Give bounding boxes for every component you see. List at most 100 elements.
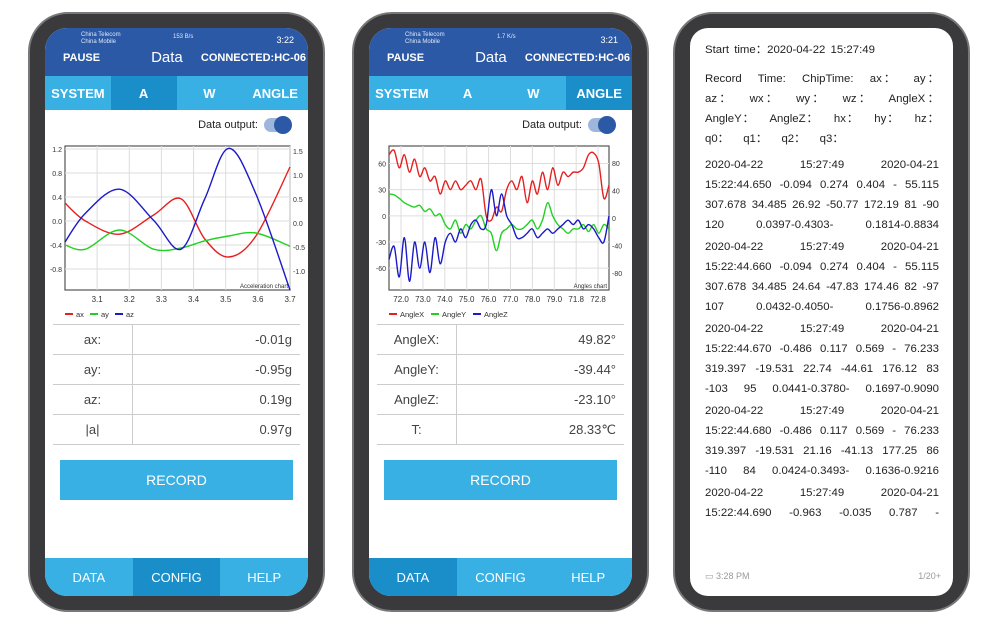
y-tick-label: 30: [378, 188, 386, 195]
bottom-nav: DATA CONFIG HELP: [369, 558, 632, 596]
plot-area: [64, 145, 291, 291]
chart-title: Acceleration chart: [240, 284, 288, 290]
nav-data[interactable]: DATA: [72, 569, 106, 585]
angles-chart: 72.0 73.0 74.0 75.0 76.0 77.0 78.0 79.0 71.8 72.8…: [376, 145, 622, 319]
connection-status[interactable]: CONNECTED:HC-06: [524, 51, 630, 64]
x-tick-label: 3.2: [124, 295, 136, 304]
nav-config[interactable]: CONFIG: [475, 569, 526, 585]
row-value: -39.44°: [573, 362, 616, 377]
nav-help[interactable]: HELP: [247, 569, 282, 585]
y2-tick-label: 40: [612, 189, 620, 196]
carrier: China Telecom: [405, 32, 445, 38]
table-row: AngleZ: -23.10°: [377, 385, 624, 415]
x-tick-label: 3.1: [92, 295, 104, 304]
legend-label: AngleY: [442, 310, 466, 319]
y-tick-label: -0.4: [50, 243, 62, 250]
x-tick-label: 77.0: [503, 295, 519, 304]
status-carriers: China Telecom China Mobile: [81, 32, 121, 46]
table-row: AngleX: 49.82°: [377, 325, 624, 355]
plot-area: [388, 145, 610, 291]
y2-tick-label: -1.0: [293, 269, 305, 276]
tab-system[interactable]: SYSTEM: [375, 85, 429, 101]
app-header: China Telecom China Mobile 1.7 K/s 3:21 P…: [369, 28, 632, 76]
data-output-toggle[interactable]: [264, 116, 292, 134]
carrier: China Telecom: [81, 32, 121, 38]
x-tick-label: 78.0: [525, 295, 541, 304]
log-entry: 2020-04-22 15:27:49 2020-04-21 15:22:44.…: [705, 405, 939, 477]
nav-data[interactable]: DATA: [369, 558, 457, 596]
legend-label: AngleX: [400, 310, 424, 319]
angle-table: AngleX: 49.82° AngleY: -39.44° AngleZ: -23.…: [377, 324, 624, 445]
data-output-toggle[interactable]: [588, 116, 616, 134]
y-tick-label: 0.4: [52, 195, 62, 202]
acceleration-chart: 3.1 3.2 3.3 3.4 3.5 3.6 3.7 1.2 0.8 0.4 0.0 -0.4 -0.…: [50, 145, 305, 319]
row-value: 0.19g: [259, 392, 292, 407]
tab-a[interactable]: A: [110, 76, 177, 110]
row-value: 49.82°: [578, 332, 616, 347]
carrier: China Mobile: [81, 39, 117, 45]
y2-tick-label: -80: [612, 271, 622, 278]
tab-w[interactable]: W: [527, 85, 540, 101]
row-label: AngleX:: [377, 325, 457, 354]
page-title: Data: [151, 49, 183, 66]
table-row: ay: -0.95g: [53, 355, 300, 385]
table-row: AngleY: -39.44°: [377, 355, 624, 385]
x-tick-label: 3.6: [252, 295, 264, 304]
row-value: -0.01g: [255, 332, 292, 347]
series-line-ax: [64, 166, 291, 258]
x-tick-label: 72.0: [393, 295, 409, 304]
x-tick-label: 76.0: [481, 295, 497, 304]
tab-a[interactable]: A: [462, 85, 473, 101]
net-speed: 153 B/s: [173, 34, 194, 40]
row-value: 0.97g: [259, 422, 292, 437]
legend-label: az: [126, 310, 134, 319]
y2-tick-label: -40: [612, 243, 622, 250]
y-tick-label: 0.8: [52, 171, 62, 178]
y2-tick-label: -0.5: [293, 245, 305, 252]
x-tick-label: 3.3: [156, 295, 168, 304]
log-footer: ▭ 3:28 PM 1/20+: [705, 571, 941, 582]
bottom-nav: DATA CONFIG HELP: [45, 558, 308, 596]
tab-system[interactable]: SYSTEM: [51, 85, 105, 101]
tab-angle[interactable]: ANGLE: [566, 76, 632, 110]
table-row: T: 28.33℃: [377, 415, 624, 445]
record-button[interactable]: RECORD: [60, 460, 293, 500]
data-output-row: Data output:: [369, 110, 632, 140]
data-output-row: Data output:: [45, 110, 308, 140]
y-tick-label: 0: [382, 214, 386, 221]
status-time: 3:22: [276, 35, 294, 45]
row-label: AngleZ:: [377, 385, 457, 414]
nav-help[interactable]: HELP: [571, 569, 606, 585]
pause-button[interactable]: PAUSE: [387, 51, 425, 64]
row-value: -23.10°: [573, 392, 616, 407]
series-line-AngleX: [388, 149, 610, 222]
tab-angle[interactable]: ANGLE: [252, 85, 298, 101]
x-tick-label: 3.4: [188, 295, 200, 304]
chart-title: Angles chart: [574, 284, 608, 290]
y2-tick-label: 0.0: [293, 221, 303, 228]
record-button[interactable]: RECORD: [384, 460, 617, 500]
status-time: 3:21: [600, 35, 618, 45]
log-entry: 2020-04-22 15:27:49 2020-04-21 15:22:44.…: [705, 487, 939, 519]
row-value: -0.95g: [255, 362, 292, 377]
net-speed: 1.7 K/s: [497, 34, 516, 40]
series-line-ay: [64, 229, 291, 252]
connection-status[interactable]: CONNECTED:HC-06: [200, 51, 306, 64]
y-tick-label: -0.8: [50, 267, 62, 274]
table-row: |a| 0.97g: [53, 415, 300, 445]
y-tick-label: 1.2: [52, 147, 62, 154]
series-line-AngleY: [388, 193, 610, 252]
y2-tick-label: 0: [612, 216, 616, 223]
pause-button[interactable]: PAUSE: [63, 51, 101, 64]
screen: China Telecom China Mobile 1.7 K/s 3:21 P…: [369, 28, 632, 596]
screen: Start time：2020-04-22 15:27:49 Record Ti…: [690, 28, 953, 596]
row-label: AngleY:: [377, 355, 457, 384]
tab-w[interactable]: W: [203, 85, 216, 101]
x-tick-label: 72.8: [590, 295, 606, 304]
row-label: ay:: [53, 355, 133, 384]
phone-angle: China Telecom China Mobile 1.7 K/s 3:21 P…: [352, 12, 649, 612]
tab-bar: SYSTEM A W ANGLE: [45, 76, 308, 110]
x-tick-label: 74.0: [437, 295, 453, 304]
nav-config[interactable]: CONFIG: [132, 558, 221, 596]
x-tick-label: 3.7: [284, 295, 296, 304]
